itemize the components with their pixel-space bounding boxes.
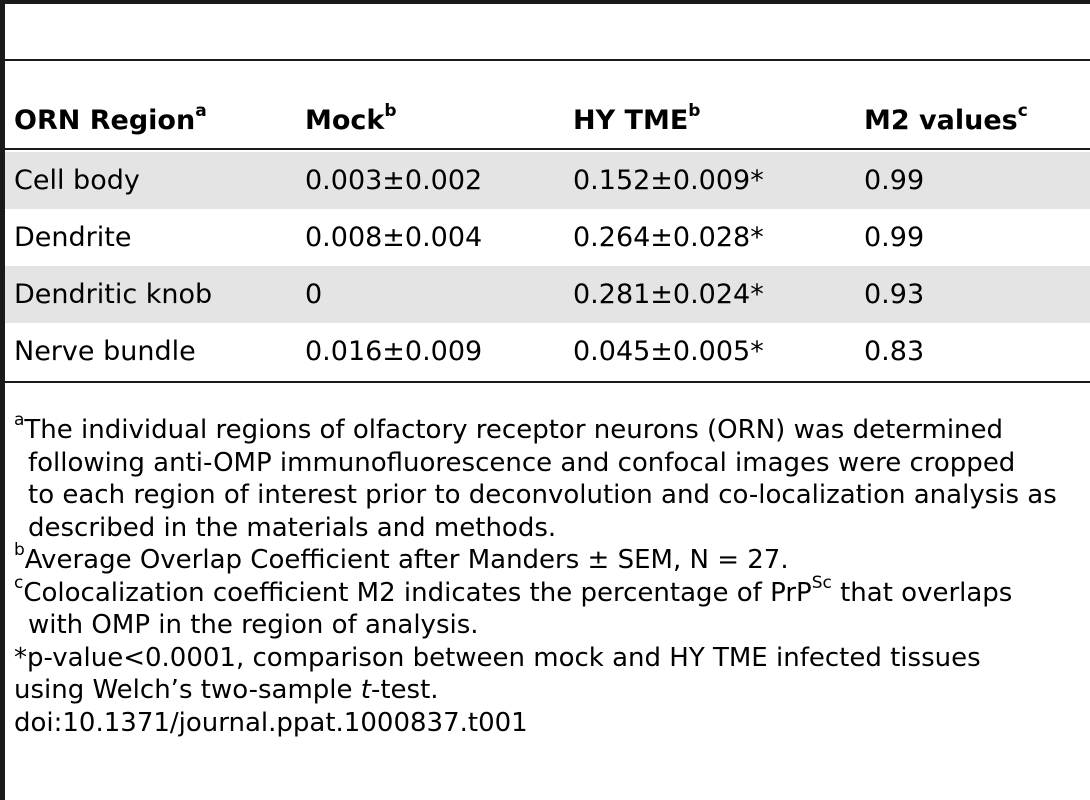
footnote-c-line1-end: that overlaps bbox=[831, 577, 1013, 608]
cell-hy-tme: 0.281±0.024* bbox=[564, 266, 855, 323]
cell-region: Cell body bbox=[5, 152, 296, 209]
footnote-mark: a bbox=[14, 410, 25, 431]
footnote-a-line4: described in the materials and methods. bbox=[28, 512, 557, 543]
footnote-c-line1: Colocalization coefficient M2 indicates … bbox=[23, 577, 812, 608]
footnote-mark: b bbox=[14, 540, 25, 561]
table-bottom-rule bbox=[5, 381, 1090, 383]
footnote-star-t: t bbox=[360, 675, 371, 705]
cell-region: Dendrite bbox=[14, 222, 132, 253]
footnote-star-line1: *p-value<0.0001, comparison between mock… bbox=[14, 642, 981, 673]
top-border-rule bbox=[5, 0, 1090, 4]
column-header-m2-values: M2 valuesc bbox=[864, 100, 1028, 136]
doi-line: doi:10.1371/journal.ppat.1000837.t001 bbox=[14, 707, 1090, 740]
table-row: Cell body 0.003±0.002 0.152±0.009* 0.99 bbox=[5, 152, 1090, 209]
column-header-orn-region: ORN Regiona bbox=[14, 100, 207, 136]
footnote-star: *p-value<0.0001, comparison between mock… bbox=[14, 642, 1090, 675]
column-header-hy-tme: HY TMEb bbox=[573, 100, 701, 136]
cell-m2: 0.93 bbox=[855, 266, 1090, 323]
footnote-star-line2: using Welch’s two-sample bbox=[14, 675, 361, 705]
left-border-rule bbox=[0, 0, 5, 800]
cell-m2: 0.83 bbox=[864, 336, 925, 367]
header-bottom-rule bbox=[5, 148, 1090, 150]
footnote-a-line2: following anti-OMP immunofluorescence an… bbox=[28, 447, 1016, 478]
cell-hy-tme: 0.264±0.028* bbox=[573, 222, 764, 253]
cell-mock: 0.008±0.004 bbox=[305, 222, 483, 253]
cell-m2: 0.99 bbox=[855, 152, 1090, 209]
cell-m2: 0.99 bbox=[864, 222, 925, 253]
footnote-a: aThe individual regions of olfactory rec… bbox=[14, 412, 1090, 544]
footnote-b: bAverage Overlap Coefficient after Mande… bbox=[14, 542, 1090, 577]
data-table-container: ORN Regiona Mockb HY TMEb M2 valuesc Cel… bbox=[5, 92, 1090, 380]
cell-hy-tme: 0.152±0.009* bbox=[564, 152, 855, 209]
footnote-star-line2-end: -test. bbox=[370, 675, 439, 705]
cell-region: Dendritic knob bbox=[5, 266, 296, 323]
footnote-star-continued: using Welch’s two-sample t-test. bbox=[14, 674, 1090, 707]
footnote-c: cColocalization coefficient M2 indicates… bbox=[14, 574, 1090, 642]
doi-text: doi:10.1371/journal.ppat.1000837.t001 bbox=[14, 707, 528, 738]
footnote-a-line3: to each region of interest prior to deco… bbox=[28, 480, 1057, 510]
footnote-a-line1: The individual regions of olfactory rece… bbox=[24, 415, 1004, 445]
footnote-b-text: Average Overlap Coefficient after Mander… bbox=[24, 545, 789, 575]
cell-mock: 0 bbox=[296, 266, 564, 323]
cell-mock: 0.003±0.002 bbox=[296, 152, 564, 209]
table-row: Dendrite 0.008±0.004 0.264±0.028* 0.99 bbox=[5, 209, 1090, 266]
table-footnotes: aThe individual regions of olfactory rec… bbox=[14, 412, 1090, 740]
cell-mock: 0.016±0.009 bbox=[305, 336, 483, 367]
colocalization-table: ORN Regiona Mockb HY TMEb M2 valuesc Cel… bbox=[5, 92, 1090, 380]
cell-region: Nerve bundle bbox=[14, 336, 196, 367]
prp-sc-superscript: Sc bbox=[811, 572, 832, 593]
header-top-rule bbox=[5, 59, 1090, 61]
column-header-mock: Mockb bbox=[305, 100, 397, 136]
table-row: Dendritic knob 0 0.281±0.024* 0.93 bbox=[5, 266, 1090, 323]
footnote-c-line2: with OMP in the region of analysis. bbox=[28, 610, 479, 640]
cell-hy-tme: 0.045±0.005* bbox=[573, 336, 764, 367]
footnote-mark: c bbox=[14, 572, 24, 593]
table-header-row: ORN Regiona Mockb HY TMEb M2 valuesc bbox=[5, 92, 1090, 152]
table-row: Nerve bundle 0.016±0.009 0.045±0.005* 0.… bbox=[5, 323, 1090, 380]
